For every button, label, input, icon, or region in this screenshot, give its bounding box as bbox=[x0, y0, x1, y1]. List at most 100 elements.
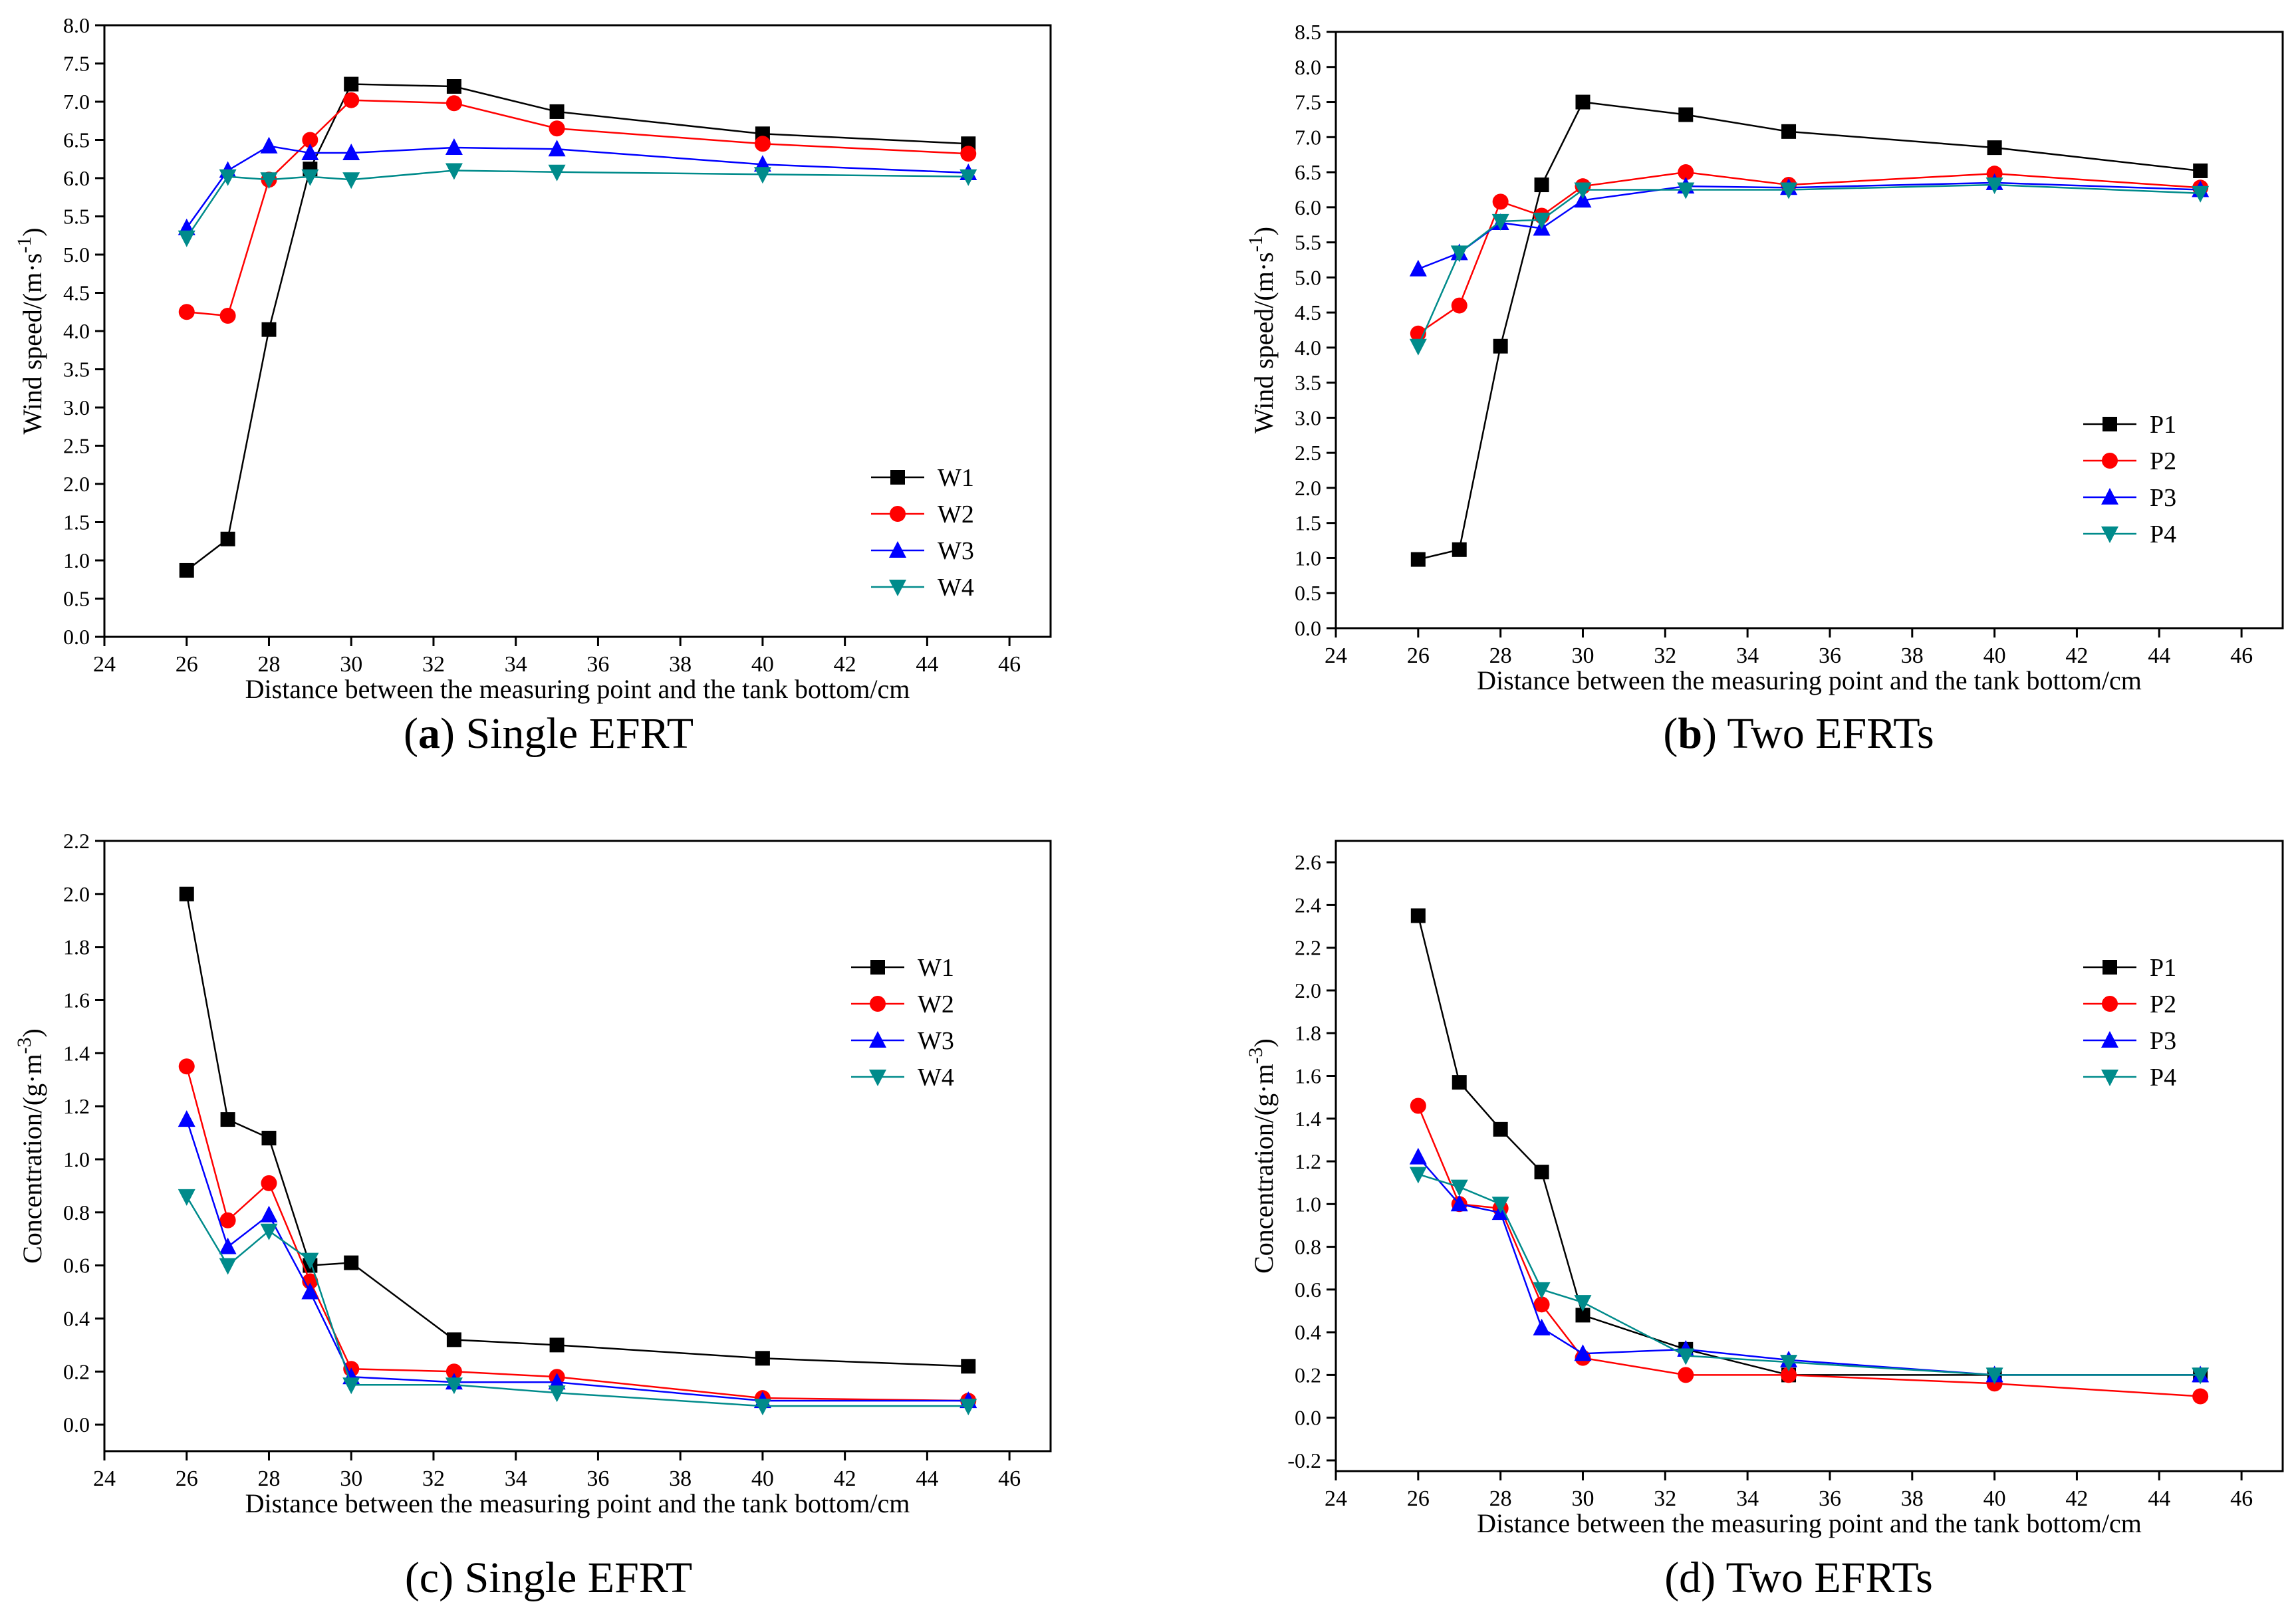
y-tick-label: 0.2 bbox=[63, 1359, 90, 1383]
x-tick-label: 38 bbox=[669, 1466, 692, 1491]
x-tick-label: 44 bbox=[916, 652, 938, 677]
data-point-w4 bbox=[219, 1258, 237, 1275]
data-point-w4 bbox=[548, 164, 566, 181]
data-point-w2 bbox=[549, 120, 565, 137]
y-axis-label-close: ) bbox=[17, 1028, 47, 1037]
data-point-w1 bbox=[179, 886, 194, 901]
legend-label-p4: P4 bbox=[2150, 1064, 2176, 1092]
data-point-w1 bbox=[549, 1337, 565, 1353]
panel-caption-paren-open: ( bbox=[404, 709, 418, 758]
legend-label-w1: W1 bbox=[938, 464, 974, 492]
y-tick-label: 0.5 bbox=[1295, 581, 1321, 605]
data-point-p4 bbox=[1491, 1197, 1509, 1214]
data-point-w3 bbox=[342, 144, 360, 161]
x-tick-label: 36 bbox=[1819, 643, 1841, 668]
legend-label-w4: W4 bbox=[918, 1064, 954, 1092]
y-tick-label: 2.4 bbox=[1295, 893, 1321, 917]
panel-caption-title: Two EFRTs bbox=[1717, 709, 1934, 758]
data-point-p2 bbox=[1781, 1367, 1797, 1383]
data-point-w2 bbox=[302, 132, 319, 148]
data-point-w1 bbox=[220, 531, 235, 546]
data-point-p1 bbox=[1575, 94, 1591, 110]
data-point-w3 bbox=[219, 1237, 237, 1254]
data-point-w4 bbox=[219, 169, 237, 186]
legend-marker-p1 bbox=[2103, 960, 2117, 975]
plot-frame bbox=[103, 840, 1052, 1452]
data-point-w3 bbox=[260, 1205, 278, 1222]
y-tick-label: 4.0 bbox=[63, 319, 90, 343]
plot-frame bbox=[1335, 840, 2284, 1472]
legend-label-w1: W1 bbox=[918, 954, 954, 982]
x-tick-label: 32 bbox=[422, 1466, 445, 1491]
y-axis-label-exponent: -3 bbox=[13, 1037, 35, 1054]
data-point-w4 bbox=[260, 1223, 278, 1240]
x-axis-label: Distance between the measuring point and… bbox=[1477, 1508, 2142, 1538]
x-tick-label: 30 bbox=[1571, 1486, 1594, 1511]
legend-marker-p1 bbox=[2103, 417, 2117, 431]
data-point-w3 bbox=[301, 1282, 319, 1300]
data-point-p4 bbox=[1780, 1355, 1798, 1372]
data-point-w1 bbox=[179, 562, 194, 578]
data-point-w1 bbox=[961, 1359, 976, 1374]
data-point-w4 bbox=[178, 230, 195, 247]
data-point-w4 bbox=[178, 1189, 195, 1206]
legend-marker-w3 bbox=[889, 541, 906, 558]
data-point-p3 bbox=[1574, 191, 1592, 208]
y-tick-label: 2.6 bbox=[1295, 850, 1321, 874]
y-tick-label: 1.8 bbox=[63, 935, 90, 959]
legend-marker-p2 bbox=[2102, 996, 2118, 1012]
x-tick-label: 40 bbox=[751, 652, 774, 677]
data-point-p1 bbox=[1493, 338, 1508, 354]
x-tick-label: 24 bbox=[1325, 1486, 1347, 1511]
data-point-w3 bbox=[301, 144, 319, 161]
y-tick-label: 6.0 bbox=[63, 166, 90, 190]
data-point-p3 bbox=[1574, 1344, 1592, 1361]
x-tick-label: 44 bbox=[2148, 1486, 2170, 1511]
data-point-p1 bbox=[2193, 163, 2208, 178]
panel-caption-title: Single EFRT bbox=[455, 709, 694, 758]
y-axis-label-exponent: -3 bbox=[1245, 1047, 1267, 1064]
y-tick-label: 0.4 bbox=[63, 1306, 90, 1330]
x-tick-label: 34 bbox=[505, 1466, 527, 1491]
x-tick-label: 42 bbox=[2065, 1486, 2088, 1511]
y-tick-label: 5.0 bbox=[1295, 265, 1321, 289]
legend-label-w2: W2 bbox=[918, 990, 954, 1018]
panel-a-single-efrt-wind-speed: 24 26 28 30 32 34 36 38 40 42 44 46 0.0 0.5 1.0 1.5 2.0 2… bbox=[13, 13, 1052, 758]
y-tick-label: 2.0 bbox=[1295, 979, 1321, 1002]
data-point-w3 bbox=[548, 140, 566, 157]
x-tick-label: 40 bbox=[1983, 1486, 2006, 1511]
data-point-w4 bbox=[301, 169, 319, 186]
data-point-p4 bbox=[1780, 182, 1798, 199]
data-point-w4 bbox=[959, 169, 977, 186]
x-tick-label: 38 bbox=[1901, 1486, 1924, 1511]
panel-caption-letter: a bbox=[418, 709, 440, 758]
y-tick-label: 0.2 bbox=[1295, 1363, 1321, 1387]
legend-marker-w3 bbox=[869, 1031, 886, 1048]
data-point-w1 bbox=[446, 1332, 461, 1347]
y-axis-label-close: ) bbox=[17, 227, 47, 236]
x-tick-label: 28 bbox=[1489, 1486, 1512, 1511]
legend-label-p1: P1 bbox=[2150, 411, 2176, 439]
x-tick-label: 44 bbox=[2148, 643, 2170, 668]
y-tick-label: 7.5 bbox=[63, 52, 90, 76]
panel-caption: (a) Single EFRT bbox=[404, 709, 694, 758]
y-tick-label: 4.0 bbox=[1295, 336, 1321, 360]
y-tick-label: 0.0 bbox=[1295, 616, 1321, 640]
data-point-w4 bbox=[548, 1385, 566, 1403]
data-point-p1 bbox=[1452, 1075, 1467, 1090]
data-point-p4 bbox=[1533, 1282, 1551, 1299]
y-tick-label: 1.5 bbox=[1295, 511, 1321, 535]
y-tick-label: 0.0 bbox=[1295, 1406, 1321, 1430]
data-point-w4 bbox=[959, 1399, 977, 1416]
panel-c-single-efrt-concentration: 24 26 28 30 32 34 36 38 40 42 44 46 0.0 0.2 0.4 0.6 0.8 1… bbox=[13, 829, 1052, 1602]
data-point-p4 bbox=[1677, 182, 1695, 199]
data-point-p4 bbox=[2192, 185, 2210, 203]
y-tick-label: 2.0 bbox=[63, 472, 90, 496]
data-point-w1 bbox=[261, 1131, 277, 1146]
x-tick-label: 24 bbox=[93, 652, 116, 677]
y-tick-label: -0.2 bbox=[1287, 1449, 1321, 1472]
data-point-p1 bbox=[1987, 140, 2002, 156]
data-point-w2 bbox=[446, 1363, 462, 1380]
y-tick-label: 1.8 bbox=[1295, 1021, 1321, 1045]
